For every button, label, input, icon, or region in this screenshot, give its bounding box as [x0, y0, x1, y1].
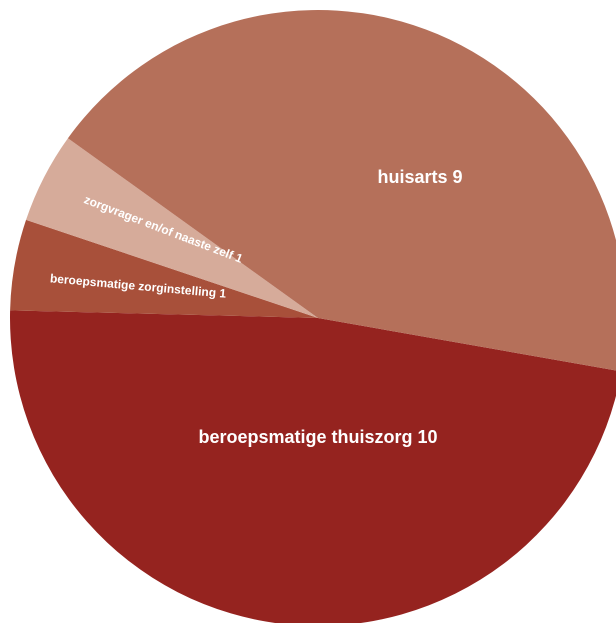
- slice-value: 9: [453, 167, 463, 187]
- pie-slice: [10, 310, 616, 623]
- slice-label: huisarts 9: [377, 167, 462, 187]
- slice-value: 10: [418, 427, 438, 447]
- slice-value: 1: [233, 251, 245, 267]
- slice-category: beroepsmatige thuiszorg: [198, 427, 412, 447]
- slice-value: 1: [219, 286, 227, 301]
- pie-slice: [10, 219, 318, 318]
- slice-category: huisarts: [377, 167, 447, 187]
- slice-label: beroepsmatige thuiszorg 10: [198, 427, 437, 447]
- pie-slice: [67, 10, 616, 371]
- pie-slice: [26, 138, 318, 318]
